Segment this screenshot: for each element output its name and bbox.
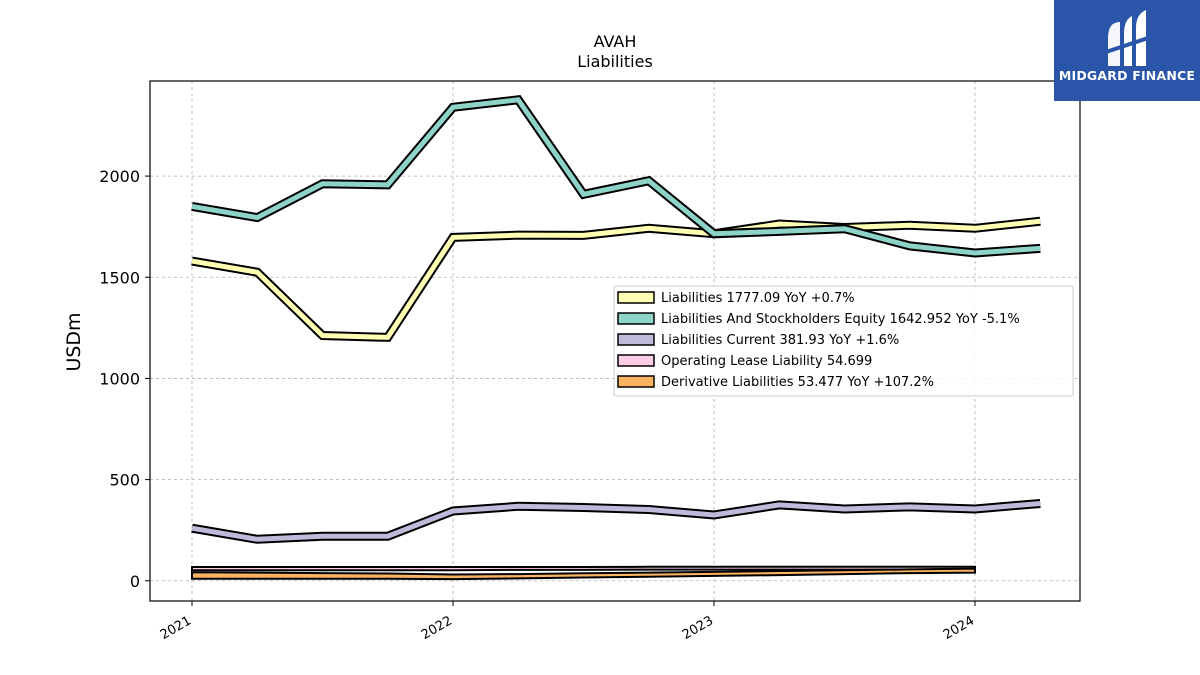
x-tick-label: 2024: [941, 613, 977, 643]
legend-swatch: [617, 333, 655, 346]
legend-swatch: [617, 291, 655, 304]
y-tick-label: 500: [109, 471, 140, 490]
x-axis-ticks: 2021 2022 2023 2024: [158, 601, 977, 643]
legend-label: Liabilities 1777.09 YoY +0.7%: [661, 291, 855, 306]
y-tick-label: 1500: [99, 268, 140, 287]
series-line-liabilities-and-stockholders-equity: [191, 97, 1041, 256]
series-line-liabilities: [191, 218, 1041, 340]
title-group: AVAH Liabilities: [577, 32, 653, 71]
legend-label: Liabilities And Stockholders Equity 1642…: [661, 312, 1020, 327]
series-band-derivative-liabilities: [191, 567, 976, 581]
x-tick-label: 2021: [158, 613, 194, 643]
legend-label: Operating Lease Liability 54.699: [661, 354, 872, 369]
legend-swatch: [617, 354, 655, 367]
y-tick-label: 2000: [99, 167, 140, 186]
series-line-liabilities-current: [191, 500, 1041, 542]
legend-swatch: [617, 312, 655, 325]
logo-text: MIDGARD FINANCE: [1058, 68, 1196, 83]
midgard-finance-logo: MIDGARD FINANCE: [1054, 0, 1200, 101]
legend-swatch: [617, 375, 655, 388]
series-lines: [191, 95, 1041, 581]
y-axis-label: USDm: [63, 312, 85, 371]
chart-subtitle: Liabilities: [577, 52, 653, 71]
x-tick-label: 2023: [680, 613, 716, 643]
legend-label: Derivative Liabilities 53.477 YoY +107.2…: [661, 375, 934, 390]
plot-frame: [149, 80, 1081, 602]
legend: Liabilities 1777.09 YoY +0.7% Liabilities…: [613, 285, 1074, 397]
y-tick-label: 0: [130, 572, 140, 591]
logo-mark-icon: [1105, 10, 1149, 66]
x-tick-label: 2022: [419, 613, 455, 643]
legend-box: [613, 285, 1074, 397]
chart-title: AVAH: [594, 32, 637, 51]
legend-label: Liabilities Current 381.93 YoY +1.6%: [661, 333, 899, 348]
y-axis-ticks: 0 500 1000 1500 2000: [99, 167, 150, 591]
y-tick-label: 1000: [99, 369, 140, 388]
